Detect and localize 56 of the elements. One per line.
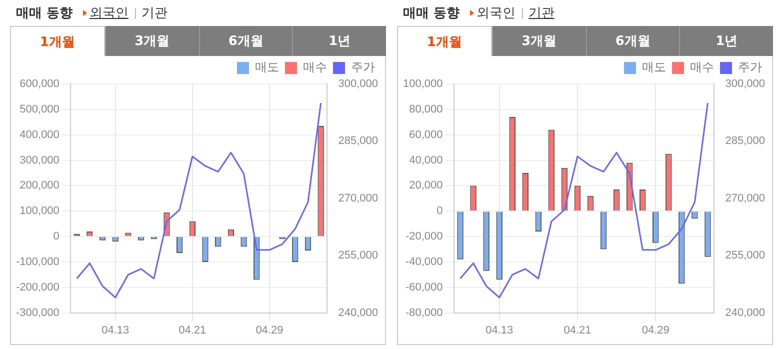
y2-tick-label: 270,000 [338, 192, 378, 204]
text: 기관 [142, 5, 168, 22]
y-tick-label: 100,000 [20, 205, 60, 218]
y2-tick-label: 255,000 [725, 250, 766, 262]
y-tick-label: -60,000 [405, 281, 443, 294]
y-tick-label: 200,000 [20, 180, 60, 192]
y-tick-label: -300,000 [16, 306, 60, 319]
legend-label: 매도 [255, 60, 279, 74]
x-tick-label: 04.21 [564, 324, 592, 336]
text: 6개월 [586, 26, 680, 56]
x-tick-label: 04.13 [102, 324, 130, 336]
y-tick-label: 0 [436, 205, 443, 218]
text: 1년 [292, 26, 386, 56]
y-tick-label: 400,000 [20, 128, 60, 141]
text: 1년 [679, 26, 773, 56]
y-tick-label: 0 [53, 230, 60, 243]
text: 기관 [528, 5, 555, 22]
chart-title: 매매 동향 [16, 5, 73, 22]
text: 6개월 [198, 26, 292, 56]
legend-label: 주가 [738, 60, 762, 74]
y2-tick-label: 240,000 [725, 306, 766, 319]
y2-tick-label: 240,000 [338, 306, 378, 319]
y-tick-label: 20,000 [409, 180, 443, 192]
text: 3개월 [104, 26, 198, 56]
y-tick-label: 300,000 [20, 154, 60, 166]
text: 1개월 [10, 26, 105, 56]
y-tick-label: -40,000 [405, 256, 443, 268]
y-tick-label: 100,000 [402, 78, 443, 90]
y-tick-label: 60,000 [409, 128, 443, 141]
y-tick-label: -20,000 [405, 230, 443, 243]
y2-tick-label: 285,000 [725, 135, 766, 148]
text: 1개월 [397, 26, 492, 56]
y-tick-label: 500,000 [20, 103, 60, 116]
legend-label: 매도 [642, 60, 666, 74]
x-tick-label: 04.29 [642, 324, 670, 336]
y2-tick-label: 300,000 [338, 78, 378, 90]
y2-tick-label: 270,000 [725, 192, 766, 204]
text: 3개월 [492, 26, 586, 56]
y-tick-label: 80,000 [409, 103, 443, 116]
text: 외국인 [90, 5, 129, 22]
legend-label: 주가 [351, 60, 375, 74]
x-tick-label: 04.21 [178, 324, 206, 336]
text: 외국인 [476, 5, 516, 22]
y2-tick-label: 255,000 [338, 250, 378, 262]
legend-label: 매수 [303, 60, 327, 74]
y-tick-label: -80,000 [405, 306, 443, 319]
legend-label: 매수 [690, 60, 714, 74]
y-tick-label: -200,000 [16, 281, 60, 294]
chart-title: 매매 동향 [403, 5, 460, 22]
y-tick-label: -100,000 [16, 256, 60, 268]
y2-tick-label: 285,000 [338, 135, 378, 148]
x-tick-label: 04.29 [256, 324, 284, 336]
y-tick-label: 600,000 [20, 78, 60, 90]
y2-tick-label: 300,000 [725, 78, 766, 90]
x-tick-label: 04.13 [486, 324, 514, 336]
y-tick-label: 40,000 [409, 154, 443, 166]
